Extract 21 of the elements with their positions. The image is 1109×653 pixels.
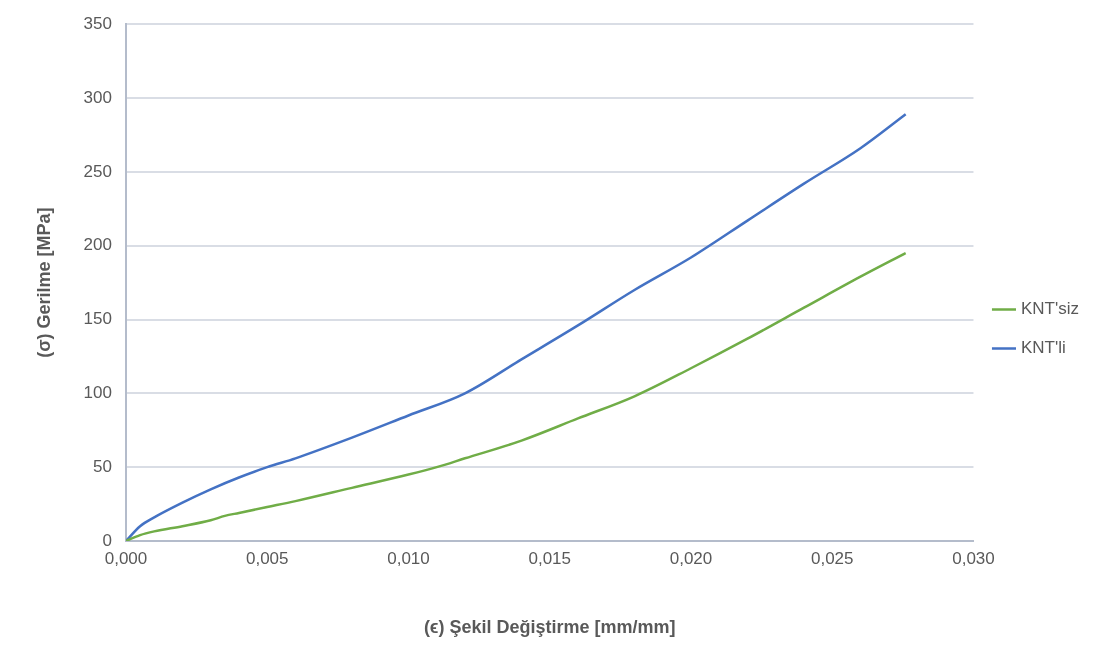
y-axis-title: (σ) Gerilme [MPa] — [33, 207, 54, 358]
y-tick-label: 250 — [83, 161, 112, 181]
line-series — [125, 113, 907, 541]
x-tick-label: 0,030 — [952, 548, 995, 568]
x-axis-title: (ϵ) Şekil Değiştirme [mm/mm] — [423, 617, 676, 638]
x-tick-label: 0,015 — [528, 548, 571, 568]
x-tick-label: 0,025 — [810, 548, 854, 568]
y-tick-label: 150 — [83, 309, 112, 329]
x-tick-label: 0,000 — [104, 548, 148, 568]
y-tick-label: 350 — [83, 13, 112, 33]
line-series — [125, 251, 907, 541]
legend-label: KNT'siz — [1020, 299, 1080, 319]
x-tick-label: 0,020 — [669, 548, 713, 568]
y-tick-label: 0 — [102, 530, 112, 550]
legend-label: KNT'li — [1020, 338, 1066, 358]
x-tick-label: 0,010 — [387, 548, 430, 568]
y-tick-label: 50 — [93, 456, 112, 476]
y-tick-label: 300 — [83, 87, 112, 107]
y-tick-label: 100 — [83, 383, 112, 403]
y-tick-label: 200 — [83, 235, 112, 255]
x-tick-label: 0,005 — [245, 548, 289, 568]
